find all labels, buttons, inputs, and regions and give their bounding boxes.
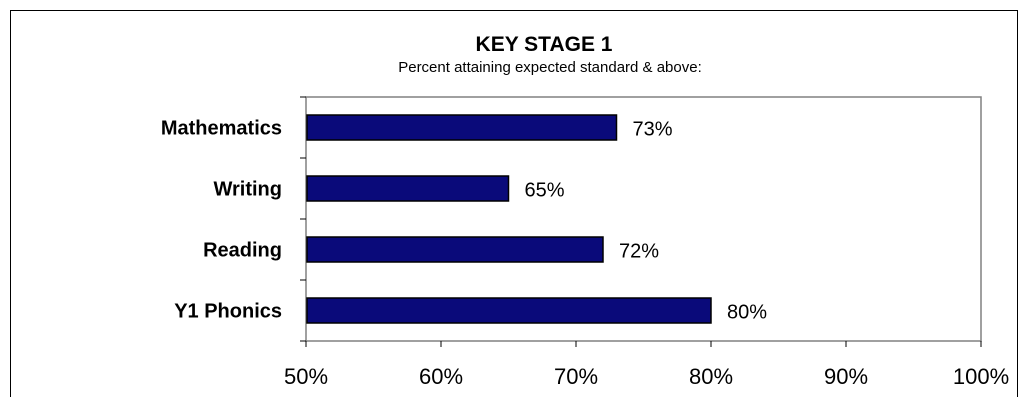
- chart-frame: [10, 10, 1018, 397]
- category-label: Y1 Phonics: [174, 301, 282, 323]
- plot-area: 50% 60% 70% 80% 90% 100% Mathematics 73% Writing…: [161, 96, 1009, 389]
- chart-title: KEY STAGE 1: [476, 33, 613, 56]
- x-tick-label: 50%: [284, 364, 328, 389]
- x-tick-label: 100%: [953, 364, 1009, 389]
- category-label: Mathematics: [161, 118, 282, 140]
- bar: [306, 236, 604, 263]
- data-label: 72%: [619, 241, 659, 263]
- data-label: 65%: [525, 180, 565, 202]
- category-label: Writing: [213, 179, 282, 201]
- bar: [306, 114, 618, 141]
- x-tick-label: 90%: [824, 364, 868, 389]
- data-label: 73%: [633, 119, 673, 141]
- data-label: 80%: [727, 302, 767, 324]
- x-tick-label: 60%: [419, 364, 463, 389]
- chart-subtitle: Percent attaining expected standard & ab…: [398, 59, 702, 76]
- category-label: Reading: [203, 240, 282, 262]
- x-tick-label: 70%: [554, 364, 598, 389]
- bar: [306, 297, 712, 324]
- x-tick-label: 80%: [689, 364, 733, 389]
- bar: [306, 175, 510, 202]
